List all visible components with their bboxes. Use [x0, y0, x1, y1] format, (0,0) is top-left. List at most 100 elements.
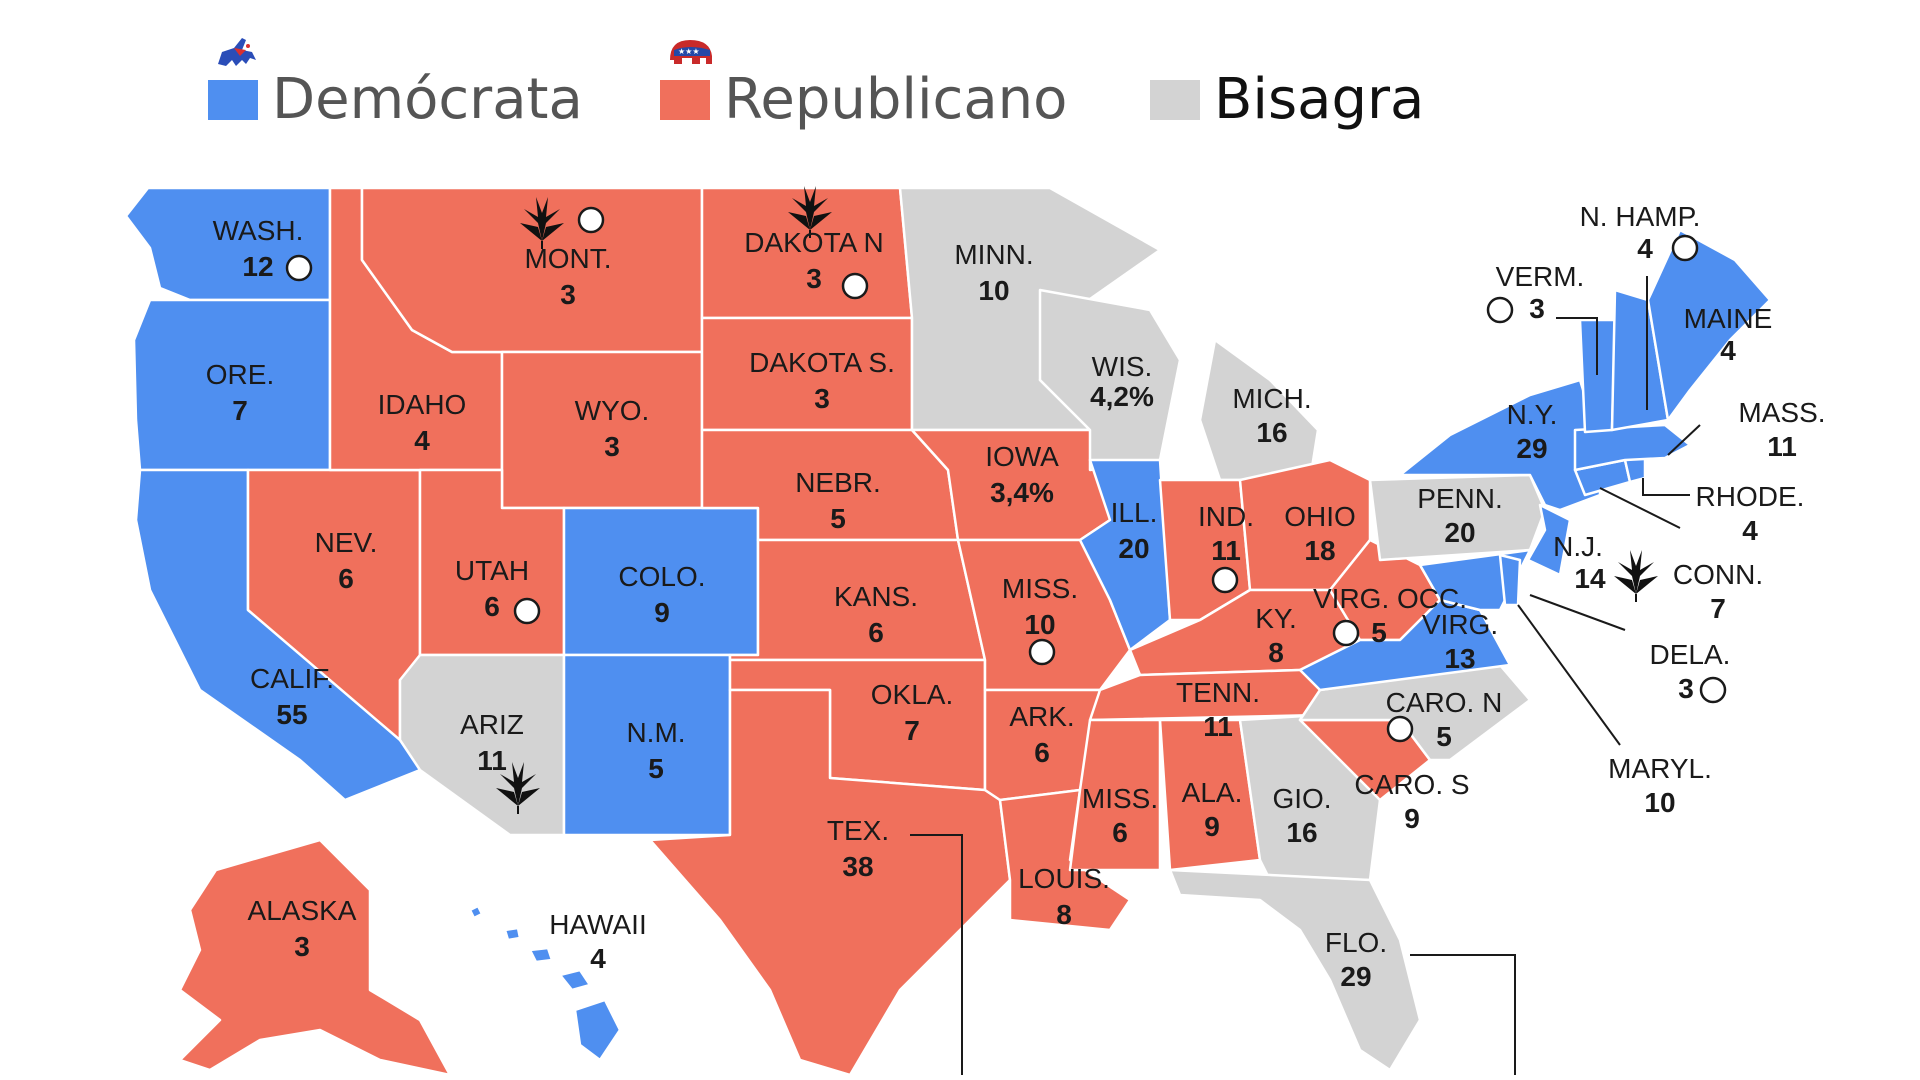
- label-minn-value: 10: [978, 275, 1009, 306]
- label-tex-value: 38: [842, 851, 873, 882]
- circle-marker-icon: [577, 206, 605, 234]
- label-caros-abbr: CARO. S: [1354, 769, 1469, 800]
- label-daks-abbr: DAKOTA S.: [749, 347, 895, 378]
- state-miss[interactable]: [1068, 718, 1162, 872]
- circle-marker-icon: [841, 272, 869, 300]
- label-wash-abbr: WASH.: [213, 215, 304, 246]
- label-miss-mo-abbr: MISS.: [1002, 573, 1078, 604]
- label-nm-abbr: N.M.: [626, 717, 685, 748]
- label-ind-abbr: IND.: [1198, 501, 1254, 532]
- label-nhamp-abbr: N. HAMP.: [1580, 201, 1701, 232]
- label-miss-value: 6: [1112, 817, 1128, 848]
- circle-marker-icon: [1486, 296, 1514, 324]
- label-tenn-abbr: TENN.: [1176, 677, 1260, 708]
- circle-marker-icon: [1386, 715, 1414, 743]
- legend: Demócrata ★★★ Republicano Bisagra: [208, 38, 1424, 132]
- label-louis-abbr: LOUIS.: [1018, 863, 1110, 894]
- label-conn-value: 7: [1710, 593, 1726, 624]
- label-louis-value: 8: [1056, 899, 1072, 930]
- label-flo-abbr: FLO.: [1325, 927, 1387, 958]
- markers: [285, 186, 1727, 814]
- label-ala-abbr: ALA.: [1182, 777, 1243, 808]
- label-gio-abbr: GIO.: [1272, 783, 1331, 814]
- label-virgocc-abbr: VIRG. OCC.: [1313, 583, 1467, 614]
- label-virg-abbr: VIRG.: [1422, 609, 1498, 640]
- label-tex-abbr: TEX.: [827, 815, 889, 846]
- state-maine[interactable]: [1646, 228, 1772, 422]
- label-ariz-value: 11: [477, 745, 507, 776]
- label-okla-value: 7: [904, 715, 920, 746]
- label-nebr-abbr: NEBR.: [795, 467, 881, 498]
- label-nm-value: 5: [648, 753, 664, 784]
- circle-marker-icon: [1671, 234, 1699, 262]
- label-ohio-value: 18: [1304, 535, 1335, 566]
- label-wis-value: 4,2%: [1090, 381, 1154, 412]
- label-hawaii-abbr: HAWAII: [549, 909, 646, 940]
- label-okla-abbr: OKLA.: [871, 679, 953, 710]
- label-ny-abbr: N.Y.: [1507, 399, 1558, 430]
- label-alaska-value: 3: [294, 931, 310, 962]
- label-wis-abbr: WIS.: [1092, 351, 1153, 382]
- label-utah-abbr: UTAH: [455, 555, 529, 586]
- label-ill-value: 20: [1118, 533, 1149, 564]
- label-gio-value: 16: [1286, 817, 1317, 848]
- label-colo-abbr: COLO.: [618, 561, 705, 592]
- label-dakn-abbr: DAKOTA N: [744, 227, 884, 258]
- label-caron-abbr: CARO. N: [1386, 687, 1503, 718]
- cannabis-leaf-icon: [788, 186, 832, 238]
- label-ore-abbr: ORE.: [206, 359, 274, 390]
- label-verm-abbr: VERM.: [1496, 261, 1585, 292]
- label-mont-value: 3: [560, 279, 576, 310]
- label-ark-abbr: ARK.: [1009, 701, 1074, 732]
- circle-marker-icon: [1332, 619, 1360, 647]
- state-dela[interactable]: [1498, 553, 1522, 607]
- label-flo-value: 29: [1340, 961, 1371, 992]
- label-mass-value: 11: [1767, 431, 1797, 462]
- circle-marker-icon: [513, 597, 541, 625]
- label-mich-value: 16: [1256, 417, 1287, 448]
- label-mass-abbr: MASS.: [1738, 397, 1825, 428]
- state-alaska[interactable]: [178, 838, 452, 1077]
- donkey-icon: [218, 38, 256, 66]
- label-dakn-value: 3: [806, 263, 822, 294]
- cannabis-leaf-icon: [1614, 550, 1658, 602]
- label-ill-abbr: ILL.: [1111, 497, 1158, 528]
- label-wash-value: 12: [242, 251, 273, 282]
- label-iowa-value: 3,4%: [990, 477, 1054, 508]
- label-ariz-abbr: ARIZ: [460, 709, 524, 740]
- label-verm-value: 3: [1529, 293, 1545, 324]
- legend-swatch-democrat: [208, 80, 258, 120]
- label-miss-mo-value: 10: [1024, 609, 1055, 640]
- label-nhamp-value: 4: [1637, 233, 1653, 264]
- legend-label-swing: Bisagra: [1214, 67, 1424, 132]
- state-hawaii[interactable]: [468, 904, 622, 1062]
- label-maryl-abbr: MARYL.: [1608, 753, 1712, 784]
- state-tex[interactable]: [648, 688, 1012, 1077]
- label-ind-value: 11: [1211, 535, 1241, 566]
- label-utah-value: 6: [484, 591, 500, 622]
- label-nj-value: 14: [1574, 563, 1606, 594]
- label-tenn-value: 11: [1203, 711, 1233, 742]
- state-mass[interactable]: [1573, 423, 1692, 472]
- circle-marker-icon: [285, 254, 313, 282]
- state-flo[interactable]: [1168, 868, 1422, 1072]
- label-wyo-abbr: WYO.: [575, 395, 650, 426]
- label-maine-value: 4: [1720, 335, 1736, 366]
- label-dela-value: 3: [1678, 673, 1694, 704]
- state-nj[interactable]: [1526, 503, 1572, 577]
- label-ny-value: 29: [1516, 433, 1547, 464]
- label-penn-abbr: PENN.: [1417, 483, 1503, 514]
- elephant-icon: ★★★: [670, 40, 712, 64]
- svg-text:★★★: ★★★: [678, 47, 700, 56]
- circle-marker-icon: [1211, 566, 1239, 594]
- label-nebr-value: 5: [830, 503, 846, 534]
- state-shapes: [124, 186, 1772, 1077]
- label-nev-abbr: NEV.: [315, 527, 378, 558]
- label-rhode-value: 4: [1742, 515, 1758, 546]
- state-wyo[interactable]: [500, 350, 704, 510]
- legend-label-republican: Republicano: [724, 67, 1067, 132]
- label-penn-value: 20: [1444, 517, 1475, 548]
- label-virgocc-value: 5: [1371, 617, 1387, 648]
- label-rhode-abbr: RHODE.: [1696, 481, 1805, 512]
